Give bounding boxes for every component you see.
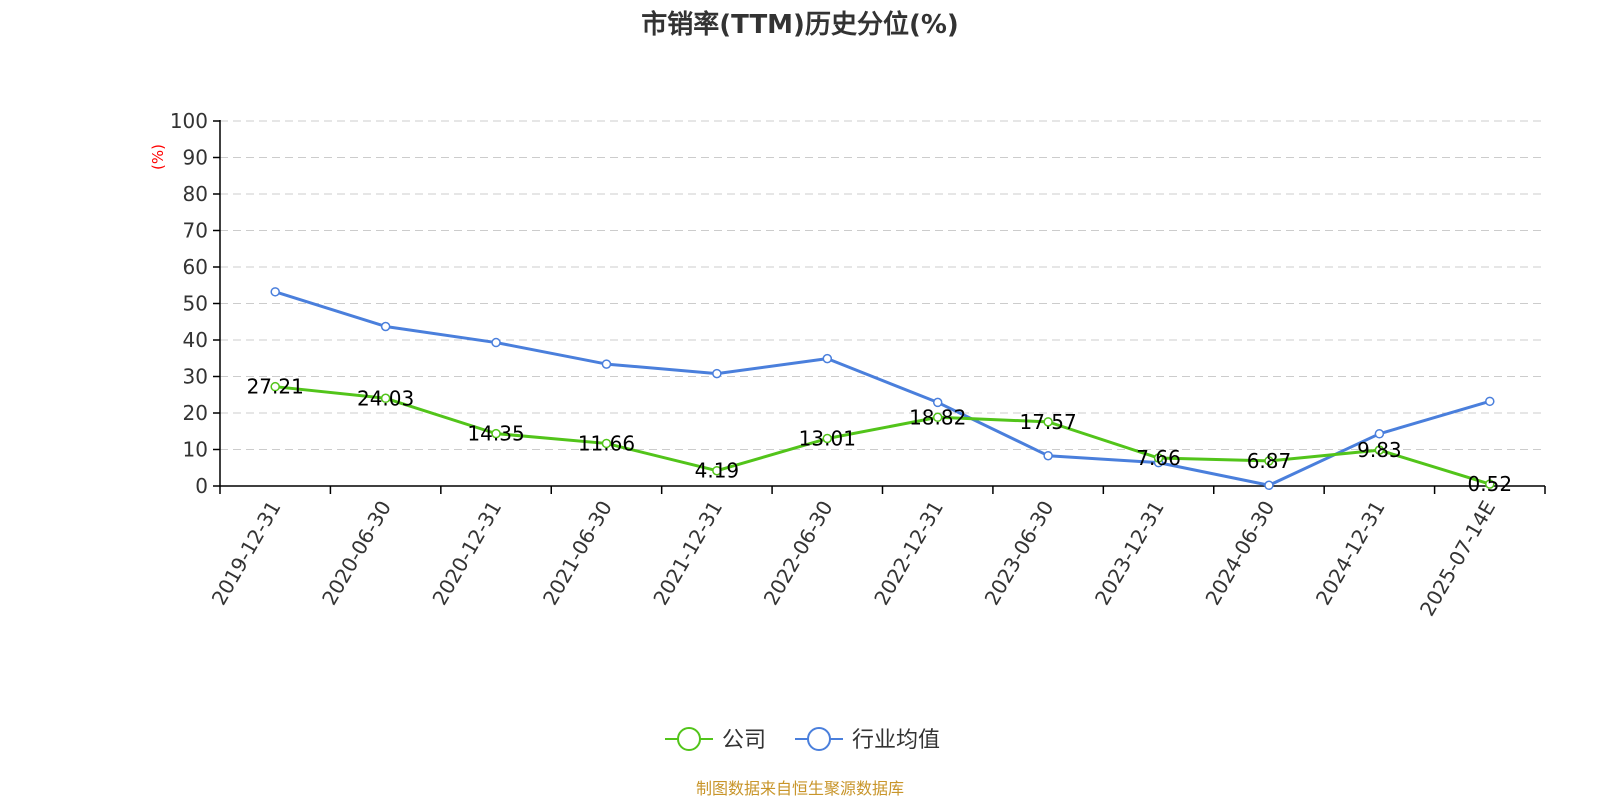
- x-tick-label: 2024-06-30: [1200, 497, 1279, 610]
- x-tick-label: 2019-12-31: [207, 497, 286, 610]
- y-tick-label: 40: [183, 328, 208, 352]
- data-point[interactable]: [380, 393, 391, 404]
- data-label: 7.66: [1136, 446, 1181, 470]
- y-axis-unit-label: (%): [149, 144, 167, 170]
- grid-lines: [220, 120, 1545, 450]
- legend-swatch-marker: [677, 727, 701, 751]
- x-tick-label: 2023-12-31: [1090, 497, 1169, 610]
- legend-label: 公司: [722, 728, 766, 753]
- data-label: 11.66: [578, 431, 635, 455]
- data-point[interactable]: [1264, 480, 1274, 491]
- x-tick-label: 2022-06-30: [759, 497, 838, 610]
- x-tick-label: 2020-06-30: [317, 497, 396, 610]
- data-point[interactable]: [1374, 429, 1385, 439]
- data-point[interactable]: [822, 433, 833, 444]
- x-tick-label: 2023-06-30: [980, 497, 1059, 610]
- legend-label: 行业均值: [852, 728, 940, 753]
- series-line-0: [273, 385, 1492, 486]
- data-point[interactable]: [491, 337, 501, 348]
- y-tick-label: 70: [183, 219, 208, 243]
- data-label: 9.83: [1357, 438, 1402, 462]
- data-point[interactable]: [932, 412, 943, 423]
- data-label: 24.03: [357, 386, 414, 410]
- y-tick-label: 100: [170, 109, 208, 133]
- x-tick-label: 2022-12-31: [869, 497, 948, 610]
- y-tick-label: 60: [183, 255, 208, 279]
- data-label: 4.19: [695, 459, 740, 483]
- y-tick-label: 20: [183, 401, 208, 425]
- y-tick-label: 30: [183, 365, 208, 389]
- data-point[interactable]: [1374, 445, 1385, 455]
- data-label: 0.52: [1468, 472, 1513, 496]
- chart-title: 市销率(TTM)历史分位(%): [641, 9, 959, 40]
- series-line-1: [273, 290, 1492, 487]
- data-label: 17.57: [1019, 410, 1076, 434]
- data-point[interactable]: [380, 321, 391, 332]
- data-point[interactable]: [601, 359, 612, 369]
- y-tick-label: 0: [195, 474, 208, 498]
- y-tick-label: 90: [183, 146, 208, 170]
- x-tick-label: 2024-12-31: [1311, 497, 1390, 610]
- data-point[interactable]: [1485, 396, 1495, 407]
- data-point[interactable]: [1153, 453, 1164, 463]
- data-label: 13.01: [799, 427, 856, 451]
- y-tick-label: 50: [183, 292, 208, 316]
- axes: 0 10 20 30 40 50 60 70 80 90 100 2019-12-31 2020-06-…: [170, 109, 1546, 621]
- data-point[interactable]: [712, 465, 722, 476]
- legend-item-1[interactable]: 行业均值: [795, 727, 940, 753]
- data-label: 6.87: [1247, 449, 1292, 473]
- data-point[interactable]: [932, 397, 943, 408]
- x-tick-label: 2021-12-31: [648, 497, 727, 610]
- data-point[interactable]: [712, 368, 722, 379]
- data-label: 27.21: [247, 375, 304, 399]
- data-point[interactable]: [1043, 450, 1053, 461]
- data-point[interactable]: [1043, 417, 1053, 427]
- data-point[interactable]: [1485, 479, 1495, 489]
- data-point[interactable]: [270, 381, 280, 392]
- legend-item-0[interactable]: 公司: [665, 727, 766, 753]
- data-label: 14.35: [467, 422, 524, 446]
- data-point[interactable]: [491, 428, 501, 439]
- x-tick-label: 2025-07-14E: [1415, 497, 1500, 621]
- legend[interactable]: 公司 行业均值: [665, 727, 940, 753]
- data-point[interactable]: [601, 438, 612, 449]
- data-point[interactable]: [822, 353, 833, 364]
- data-point[interactable]: [1264, 456, 1274, 466]
- data-labels: 27.21 24.03 14.35 11.66 4.19 13.01 18.82 17.57 7…: [247, 375, 1512, 496]
- source-note: 制图数据来自恒生聚源数据库: [696, 779, 904, 798]
- x-tick-label: 2021-06-30: [538, 497, 617, 610]
- legend-swatch-marker: [807, 727, 831, 751]
- data-point[interactable]: [270, 287, 280, 297]
- data-label: 18.82: [909, 405, 966, 429]
- series-lines: [270, 287, 1495, 491]
- y-tick-label: 10: [183, 438, 208, 462]
- y-tick-label: 80: [183, 182, 208, 206]
- x-tick-label: 2020-12-31: [427, 497, 506, 610]
